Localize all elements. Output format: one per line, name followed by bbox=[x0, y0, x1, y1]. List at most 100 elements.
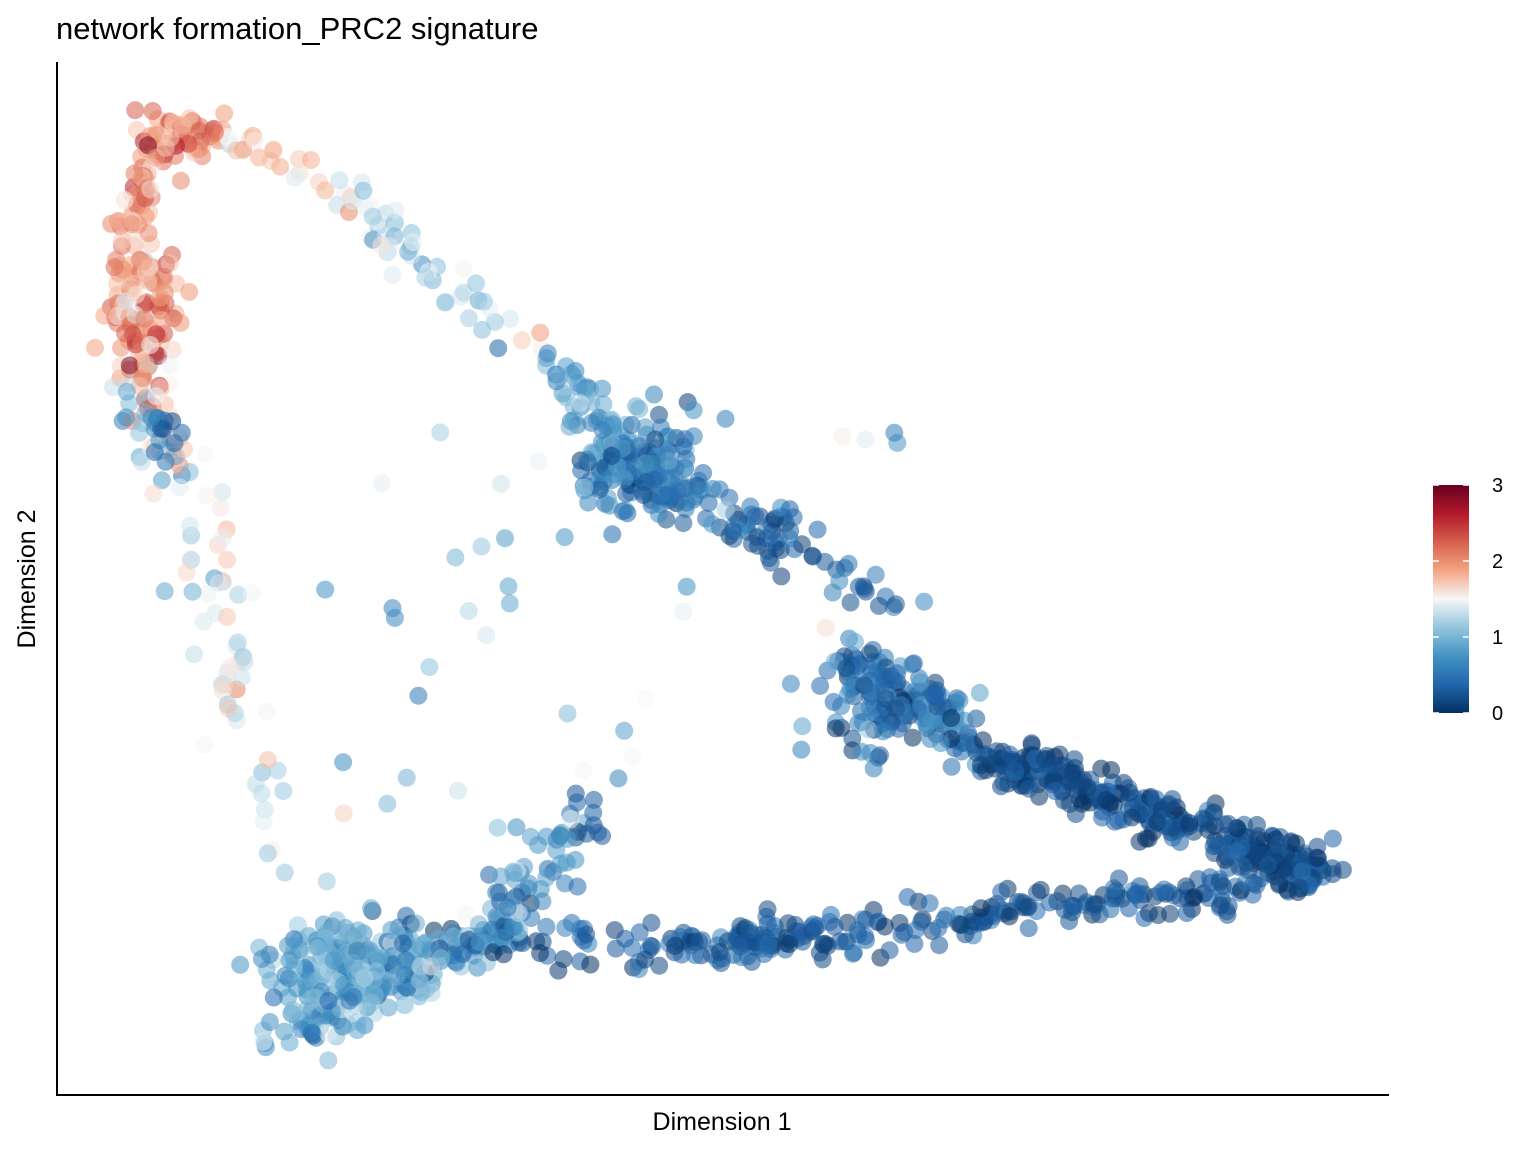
scatter-point bbox=[684, 401, 703, 420]
scatter-point bbox=[781, 674, 800, 693]
scatter-point bbox=[512, 331, 531, 350]
scatter-point bbox=[1293, 862, 1312, 881]
scatter-point bbox=[229, 585, 248, 604]
scatter-point bbox=[142, 408, 161, 427]
scatter-point bbox=[161, 356, 180, 375]
scatter-point bbox=[846, 632, 864, 651]
scatter-point bbox=[647, 447, 666, 465]
scatter-point bbox=[653, 484, 672, 503]
scatter-point bbox=[579, 493, 598, 512]
scatter-point bbox=[333, 1017, 352, 1036]
scatter-point bbox=[180, 463, 199, 481]
scatter-point bbox=[558, 829, 577, 848]
scatter-point bbox=[1237, 873, 1256, 891]
scatter-point bbox=[181, 516, 199, 535]
scatter-points bbox=[86, 101, 1352, 1070]
scatter-point bbox=[531, 944, 550, 963]
scatter-point bbox=[558, 704, 577, 723]
scatter-point bbox=[344, 988, 363, 1006]
scatter-point bbox=[1208, 836, 1227, 855]
scatter-point bbox=[856, 927, 875, 946]
scatter-point bbox=[1122, 808, 1141, 827]
scatter-point bbox=[780, 529, 799, 548]
scatter-point bbox=[472, 537, 491, 556]
scatter-point bbox=[686, 946, 705, 965]
scatter-point bbox=[250, 148, 268, 167]
colorbar: 0 1 2 3 bbox=[1433, 475, 1503, 725]
scatter-point bbox=[206, 123, 224, 142]
scatter-point bbox=[410, 971, 429, 990]
scatter-point bbox=[1211, 896, 1230, 915]
scatter-point bbox=[500, 594, 519, 613]
scatter-point bbox=[818, 936, 837, 955]
scatter-point bbox=[649, 505, 668, 523]
scatter-point bbox=[254, 812, 273, 831]
scatter-point bbox=[804, 915, 823, 934]
scatter-point bbox=[386, 201, 405, 220]
scatter-point bbox=[603, 525, 622, 544]
scatter-point bbox=[561, 810, 580, 828]
scatter-point bbox=[666, 936, 685, 955]
scatter-point bbox=[156, 138, 175, 157]
scatter-point bbox=[861, 659, 880, 678]
scatter-point bbox=[86, 338, 104, 357]
scatter-point bbox=[1014, 894, 1033, 913]
scatter-point bbox=[772, 567, 791, 586]
scatter-point bbox=[970, 683, 989, 702]
scatter-point bbox=[885, 423, 904, 442]
scatter-point bbox=[699, 493, 718, 512]
scatter-point bbox=[117, 382, 136, 401]
scatter-point bbox=[937, 906, 956, 925]
chart-title: network formation_PRC2 signature bbox=[56, 11, 538, 46]
scatter-point bbox=[521, 827, 540, 846]
y-axis-label: Dimension 2 bbox=[13, 510, 41, 649]
scatter-point bbox=[1085, 895, 1104, 914]
scatter-point bbox=[141, 336, 160, 354]
scatter-point bbox=[198, 486, 216, 505]
scatter-point bbox=[650, 956, 669, 975]
scatter-point bbox=[252, 784, 271, 803]
scatter-point bbox=[617, 484, 636, 503]
scatter-point bbox=[489, 339, 508, 358]
scatter-point bbox=[1183, 889, 1202, 908]
scatter-point bbox=[1031, 880, 1050, 899]
scatter-point bbox=[120, 356, 139, 375]
scatter-point bbox=[143, 102, 162, 120]
scatter-point bbox=[1163, 790, 1182, 809]
scatter-point bbox=[537, 868, 556, 887]
scatter-point bbox=[694, 464, 713, 482]
scatter-point bbox=[861, 744, 880, 762]
scatter-point bbox=[305, 988, 324, 1007]
scatter-point bbox=[992, 883, 1011, 901]
scatter-point bbox=[920, 894, 939, 913]
scatter-point bbox=[571, 394, 590, 413]
scatter-point bbox=[1130, 832, 1149, 851]
scatter-point bbox=[1323, 829, 1342, 848]
scatter-point bbox=[132, 453, 151, 471]
scatter-point bbox=[677, 577, 696, 596]
scatter-point bbox=[866, 565, 885, 584]
scatter-point bbox=[1180, 814, 1199, 832]
scatter-point bbox=[103, 378, 122, 397]
scatter-point bbox=[759, 935, 778, 954]
scatter-point bbox=[1062, 771, 1081, 790]
scatter-point bbox=[219, 699, 238, 718]
scatter-point bbox=[136, 355, 155, 374]
scatter-point bbox=[555, 528, 574, 547]
scatter-point bbox=[343, 954, 362, 973]
scatter-point bbox=[604, 465, 623, 484]
scatter-point bbox=[95, 306, 114, 325]
scatter-point bbox=[252, 949, 271, 968]
scatter-point bbox=[348, 1021, 367, 1040]
scatter-point bbox=[912, 912, 931, 931]
scatter-point bbox=[235, 653, 254, 672]
scatter-point bbox=[731, 917, 750, 936]
scatter-point bbox=[492, 474, 511, 493]
scatter-point bbox=[792, 740, 811, 759]
scatter-point bbox=[942, 709, 961, 727]
scatter-point bbox=[636, 418, 655, 437]
colorbar-ticks: 0 1 2 3 bbox=[1433, 475, 1503, 725]
scatter-point bbox=[674, 514, 693, 533]
scatter-point bbox=[903, 728, 922, 747]
scatter-point bbox=[674, 602, 693, 621]
